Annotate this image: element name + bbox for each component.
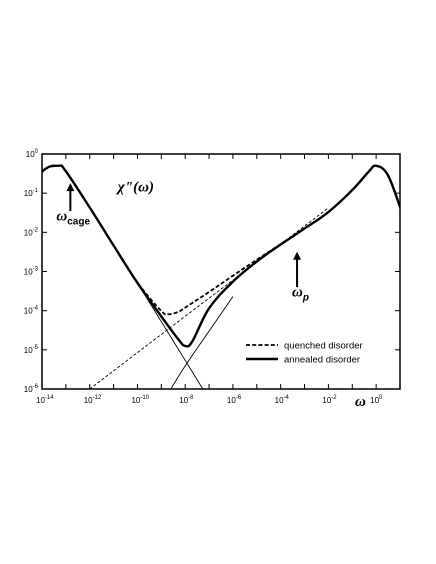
x-tick-label: 10-8: [179, 395, 194, 405]
y-tick-exp: 0: [35, 149, 39, 155]
annotation-base: ω: [292, 284, 303, 300]
x-tick-base: 10: [370, 396, 379, 405]
y-tick-exp: -3: [33, 267, 39, 273]
y-tick-exp: -5: [33, 345, 39, 351]
y-tick-label: 100: [26, 149, 39, 159]
x-tick-label: 10-10: [131, 395, 149, 405]
x-tick-exp: -12: [93, 395, 102, 401]
x-tick-exp: -4: [284, 395, 290, 401]
x-tick-exp: 0: [379, 395, 383, 401]
y-tick-base: 10: [24, 346, 33, 355]
x-tick-label: 10-4: [275, 395, 290, 405]
annotation-base: ω: [56, 209, 67, 225]
annotation-chi: χ"(ω): [116, 180, 154, 196]
y-tick-exp: -6: [33, 384, 39, 390]
x-tick-exp: -6: [236, 395, 242, 401]
legend-label-annealed-disorder: annealed disorder: [284, 355, 360, 366]
y-tick-base: 10: [24, 228, 33, 237]
y-tick-exp: -4: [33, 306, 39, 312]
arrow-head-omega_cage: [66, 183, 75, 192]
x-tick-base: 10: [275, 396, 284, 405]
annotation-sub: p: [302, 292, 309, 303]
y-tick-label: 10-3: [24, 267, 39, 277]
x-axis-label: ω: [355, 394, 366, 410]
y-tick-label: 10-5: [24, 345, 39, 355]
x-tick-base: 10: [84, 396, 93, 405]
annotation-omega_cage: ωcage: [56, 209, 90, 228]
y-tick-base: 10: [24, 385, 33, 394]
x-tick-label: 10-2: [322, 395, 337, 405]
y-tick-base: 10: [24, 189, 33, 198]
y-tick-base: 10: [24, 268, 33, 277]
annotation-sub: cage: [67, 217, 90, 228]
arrow-head-omega_p: [293, 251, 302, 260]
series-layer: [42, 164, 400, 389]
y-tick-base: 10: [24, 307, 33, 316]
y-tick-exp: -2: [33, 227, 39, 233]
x-tick-exp: -2: [331, 395, 337, 401]
x-tick-base: 10: [322, 396, 331, 405]
x-tick-base: 10: [131, 396, 140, 405]
y-tick-label: 10-6: [24, 384, 39, 394]
legend: quenched disorder annealed disorder: [246, 341, 363, 366]
x-tick-base: 10: [227, 396, 236, 405]
x-tick-base: 10: [36, 396, 45, 405]
axis-layer: 10-14 10-12 10-10 10-8 10-6 10-4 10-2 10010-610…: [24, 149, 401, 410]
x-tick-exp: -8: [188, 395, 194, 401]
x-tick-label: 10-12: [84, 395, 102, 405]
y-tick-label: 10-2: [24, 227, 39, 237]
x-tick-exp: -10: [140, 395, 149, 401]
legend-label-quenched-disorder: quenched disorder: [284, 341, 363, 352]
series-line-annealed-disorder: [42, 164, 400, 348]
x-tick-label: 10-6: [227, 395, 242, 405]
series-line-guide-4: [170, 296, 234, 389]
x-tick-label: 10-14: [36, 395, 54, 405]
x-tick-exp: -14: [45, 395, 54, 401]
y-tick-label: 10-4: [24, 306, 39, 316]
annotation-omega_p: ωp: [292, 284, 309, 303]
y-tick-base: 10: [26, 150, 35, 159]
y-tick-label: 10-1: [24, 188, 39, 198]
x-tick-base: 10: [179, 396, 188, 405]
x-tick-label: 100: [370, 395, 383, 405]
y-tick-exp: -1: [33, 188, 39, 194]
